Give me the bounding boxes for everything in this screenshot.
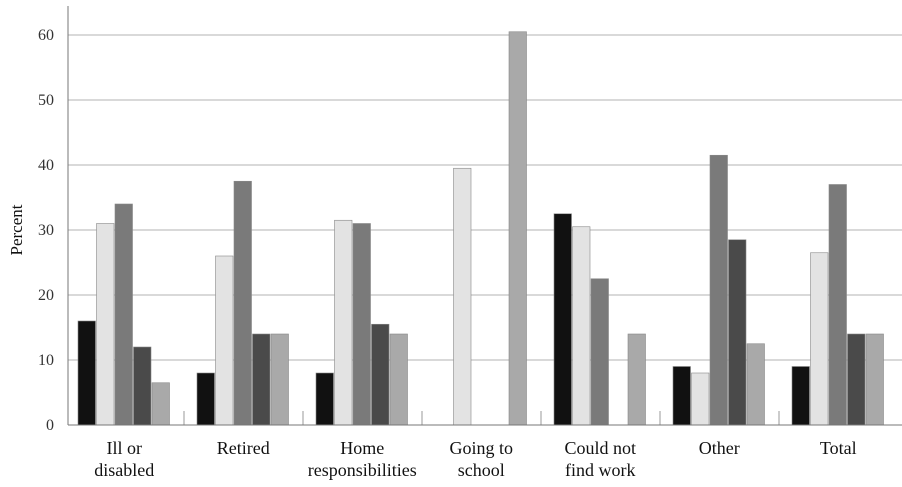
bars <box>77 31 884 426</box>
y-tick-label: 0 <box>46 417 54 434</box>
bar <box>352 223 371 426</box>
y-axis-label: Percent <box>7 204 26 255</box>
bar <box>627 333 646 426</box>
bar <box>691 372 710 426</box>
x-category-label: Other <box>699 438 740 458</box>
y-tick-label: 60 <box>38 27 54 44</box>
bar <box>371 323 390 426</box>
bar <box>847 333 866 426</box>
x-category-label: Retired <box>217 438 270 458</box>
bar <box>252 333 271 426</box>
bar <box>590 278 609 426</box>
bar <box>389 333 408 426</box>
bar <box>215 255 234 426</box>
bar <box>196 372 215 426</box>
x-category-label: school <box>458 460 505 480</box>
bar <box>709 154 728 426</box>
bar <box>828 184 847 426</box>
bar <box>453 167 472 426</box>
x-category-label: find work <box>565 460 636 480</box>
gridlines <box>68 34 902 361</box>
bar <box>672 366 691 426</box>
bar <box>114 203 133 426</box>
bar <box>572 226 591 426</box>
bar <box>553 213 572 426</box>
bar <box>133 346 152 426</box>
axes <box>67 6 902 426</box>
x-category-label: Home <box>340 438 384 458</box>
bar <box>746 343 765 426</box>
bar <box>508 31 527 426</box>
y-tick-label: 50 <box>38 92 54 109</box>
bar <box>270 333 289 426</box>
x-category-label: Ill or <box>107 438 143 458</box>
bar <box>96 223 115 426</box>
bar <box>233 180 252 426</box>
y-tick-labels: 0 10 20 30 40 50 60 <box>38 27 54 434</box>
bar <box>334 219 353 426</box>
bar <box>315 372 334 426</box>
y-tick-label: 10 <box>38 352 54 369</box>
bar <box>810 252 829 426</box>
bar <box>791 366 810 426</box>
x-category-label: disabled <box>94 460 154 480</box>
bar <box>728 239 747 426</box>
x-category-label: responsibilities <box>308 460 417 480</box>
y-tick-label: 20 <box>38 287 54 304</box>
x-category-label: Could not <box>564 438 636 458</box>
bar <box>865 333 884 426</box>
x-category-label: Total <box>820 438 857 458</box>
y-tick-label: 30 <box>38 222 54 239</box>
y-tick-label: 40 <box>38 157 54 174</box>
bar <box>77 320 96 426</box>
x-category-label: Going to <box>449 438 513 458</box>
bar <box>151 382 170 426</box>
